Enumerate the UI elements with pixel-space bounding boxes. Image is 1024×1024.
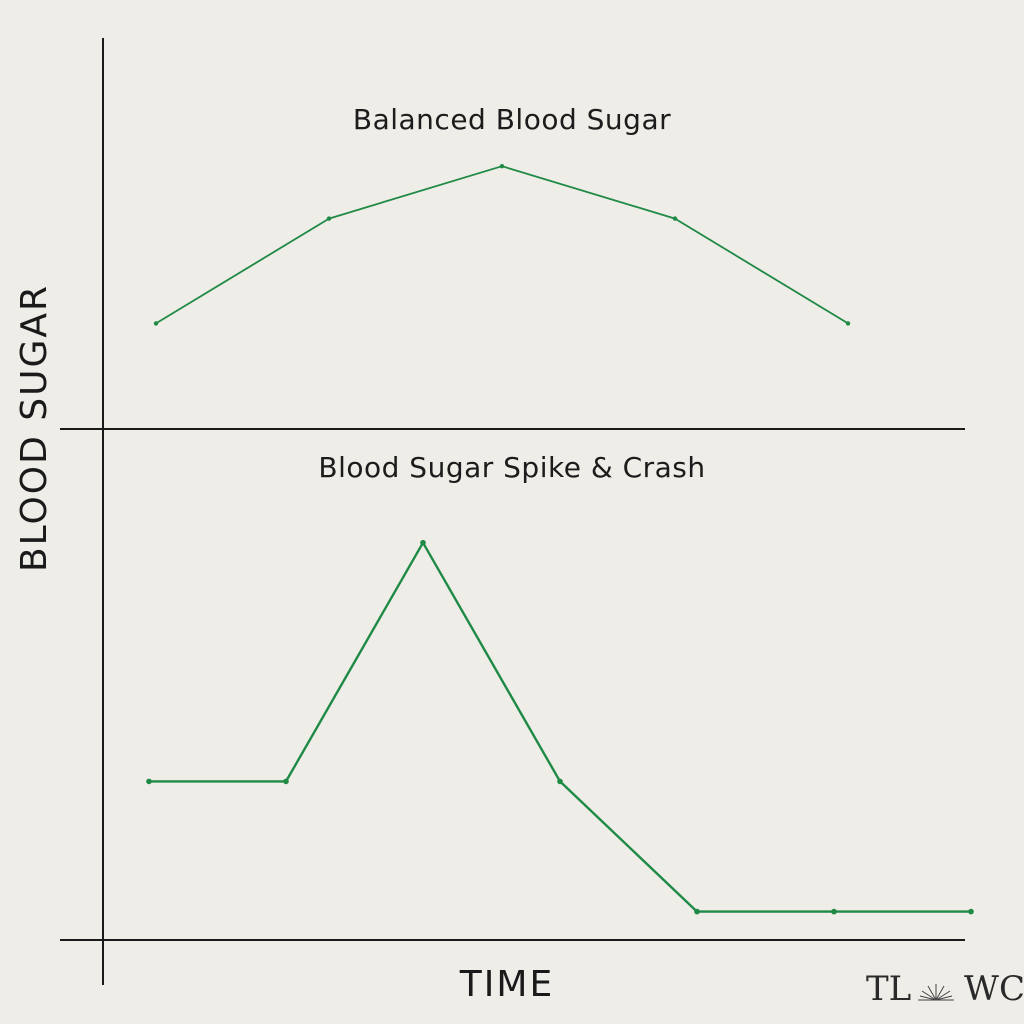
data-point-0-4 bbox=[845, 321, 851, 326]
series-line-1-0 bbox=[149, 541, 971, 913]
data-point-1-6 bbox=[968, 908, 974, 915]
data-point-1-5 bbox=[831, 908, 837, 915]
series-balanced bbox=[153, 164, 851, 326]
y-axis-label: BLOOD SUGAR bbox=[14, 284, 55, 572]
data-point-1-0 bbox=[146, 778, 152, 785]
x-axis-label: TIME bbox=[459, 964, 554, 1005]
data-point-0-1 bbox=[326, 216, 332, 221]
data-point-0-2 bbox=[499, 164, 505, 169]
data-point-1-4 bbox=[694, 908, 700, 915]
series-spike-crash bbox=[146, 539, 974, 915]
logo-right-text: WC bbox=[964, 969, 1024, 1009]
data-point-0-0 bbox=[153, 321, 159, 326]
panel-title-spike-crash: Blood Sugar Spike & Crash bbox=[318, 451, 705, 484]
data-point-1-2 bbox=[420, 539, 426, 546]
brand-logo: TL WC bbox=[866, 969, 1024, 1009]
data-point-1-3 bbox=[557, 778, 563, 785]
data-point-1-1 bbox=[283, 778, 289, 785]
panel-title-balanced: Balanced Blood Sugar bbox=[353, 103, 671, 136]
logo-left-text: TL bbox=[866, 969, 911, 1009]
sunburst-icon bbox=[918, 984, 954, 1001]
data-point-0-3 bbox=[672, 216, 678, 221]
series-line-0-0 bbox=[155, 165, 849, 325]
